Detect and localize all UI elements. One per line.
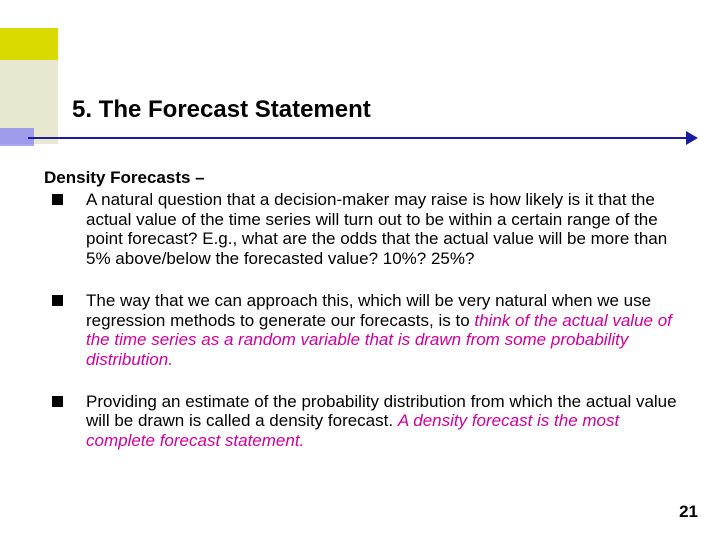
bullet-list: A natural question that a decision-maker…: [44, 190, 684, 451]
slide-title: 5. The Forecast Statement: [72, 96, 371, 124]
title-underline-arrow: [686, 131, 698, 145]
list-item: Providing an estimate of the probability…: [44, 392, 684, 451]
list-item: A natural question that a decision-maker…: [44, 190, 684, 269]
body-subheading: Density Forecasts –: [44, 168, 684, 188]
page-number: 21: [679, 502, 698, 522]
bullet-text: A natural question that a decision-maker…: [86, 190, 667, 268]
list-item: The way that we can approach this, which…: [44, 291, 684, 370]
title-underline: [28, 137, 688, 139]
corner-yellow-block: [0, 28, 58, 60]
slide-body: Density Forecasts – A natural question t…: [44, 168, 684, 473]
